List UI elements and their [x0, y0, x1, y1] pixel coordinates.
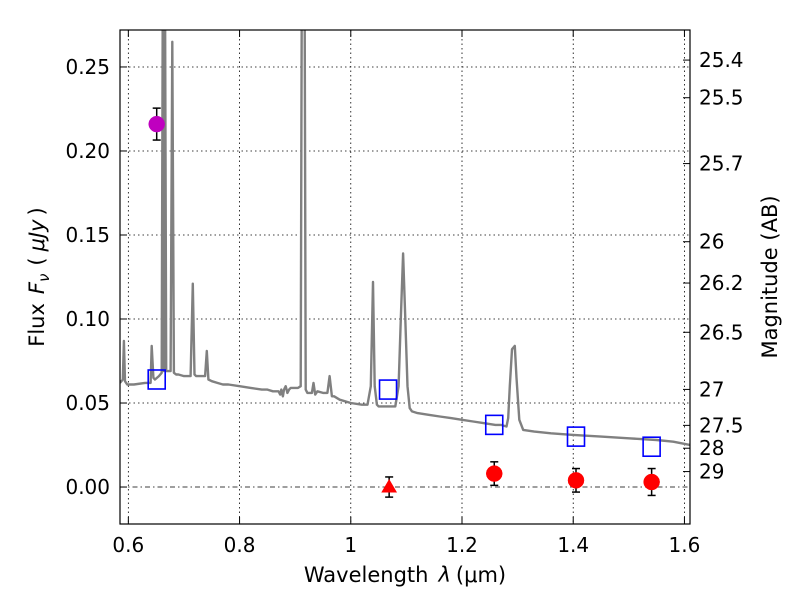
x-tick-label: 1.4: [557, 533, 589, 557]
detection-point: [643, 473, 660, 491]
y-tick-label: 0.15: [65, 223, 110, 247]
y-tick-label: 0.10: [65, 307, 110, 331]
y2-tick-label: 26.5: [699, 320, 744, 344]
y2-tick-label: 25.7: [699, 152, 744, 176]
y2-tick-label: 26: [699, 230, 724, 254]
model-spectrum-line: [120, 30, 690, 447]
x-tick-label: 1.2: [446, 533, 478, 557]
y2-tick-label: 29: [699, 460, 724, 484]
y2-tick-label: 27: [699, 377, 724, 401]
markers: [147, 107, 661, 498]
model-photometry-square: [484, 414, 504, 436]
plot-frame: [119, 29, 691, 525]
y-tick-label: 0.25: [65, 55, 110, 79]
x-tick-label: 0.6: [112, 533, 144, 557]
model-photometry-square: [378, 379, 398, 400]
y-axis-title-unit: μJy: [25, 219, 49, 253]
tick-labels: 0.6 0.8 1 1.2 1.4 1.6 0.00 0.05 0.10 0.15 0.20 0.25…: [65, 48, 743, 557]
upper-limit-marker: [381, 479, 398, 493]
model-photometry-square: [642, 436, 661, 458]
y2-tick-label: 26.2: [699, 271, 744, 295]
highlight-detection-point: [148, 115, 165, 133]
detection-point: [486, 465, 503, 482]
y-axis-title: Flux Fν ( μJy): [25, 207, 53, 347]
model-photometry-square: [147, 369, 167, 390]
y2-tick-label: 25.4: [699, 48, 744, 72]
y-axis-title-subscript: ν: [35, 274, 53, 282]
ticks: [120, 30, 690, 524]
y-axis-title-paren-close: ): [25, 207, 49, 215]
y2-axis-title: Magnitude (AB): [758, 195, 782, 358]
y2-tick-label: 28: [699, 436, 724, 460]
y2-tick-label: 27.5: [699, 413, 744, 437]
x-axis-title: Wavelength λ (μm): [304, 563, 506, 587]
x-axis-title-unit: (μm): [456, 563, 506, 587]
detection-point: [567, 472, 585, 489]
x-axis-title-symbol: λ: [437, 563, 450, 587]
x-tick-label: 1.6: [669, 533, 701, 557]
model-photometry-square: [566, 426, 586, 447]
y-tick-label: 0.05: [65, 391, 110, 415]
y-tick-label: 0.00: [65, 475, 110, 499]
x-tick-label: 1: [344, 533, 357, 557]
y-axis-title-text: Flux: [25, 303, 49, 347]
y-axis-title-symbol: F: [25, 281, 49, 294]
y2-tick-label: 25.5: [699, 86, 744, 110]
x-axis-title-text: Wavelength: [304, 563, 429, 587]
y-tick-label: 0.20: [65, 139, 110, 163]
plot-area: [120, 30, 690, 447]
x-tick-label: 0.8: [224, 533, 256, 557]
y-axis-title-paren-open: (: [25, 257, 49, 265]
